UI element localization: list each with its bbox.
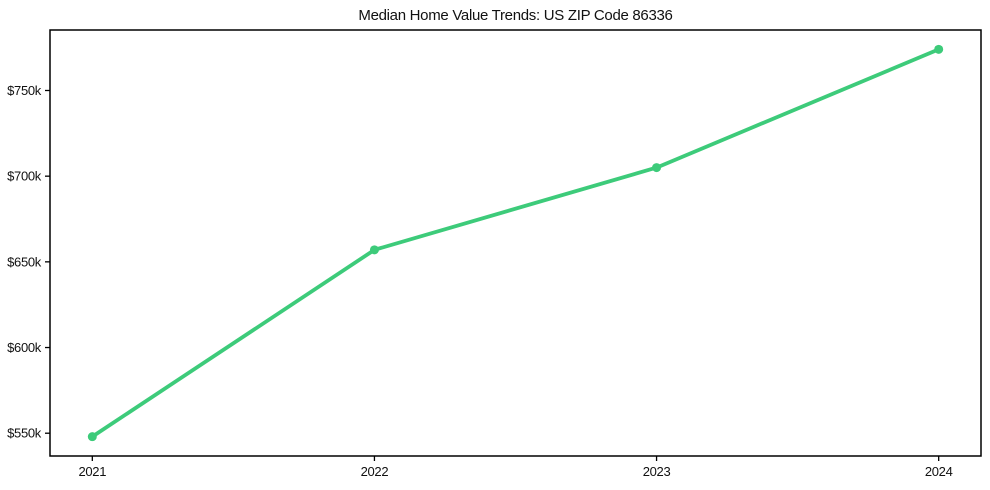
y-tick-label: $700k	[7, 169, 42, 184]
y-tick-label: $600k	[7, 340, 42, 355]
data-point	[369, 245, 379, 255]
x-tick-label: 2024	[925, 464, 953, 479]
x-tick-label: 2022	[361, 464, 389, 479]
data-point	[934, 44, 944, 54]
data-point	[652, 163, 662, 173]
x-tick-label: 2021	[78, 464, 106, 479]
chart-title: Median Home Value Trends: US ZIP Code 86…	[358, 7, 673, 24]
plot-border	[49, 29, 982, 457]
x-tick-label: 2023	[643, 464, 671, 479]
line-series	[90, 47, 941, 439]
y-tick-label: $750k	[7, 83, 42, 98]
y-tick-label: $650k	[7, 254, 42, 269]
y-tick-label: $550k	[7, 426, 42, 441]
data-point	[87, 432, 97, 442]
